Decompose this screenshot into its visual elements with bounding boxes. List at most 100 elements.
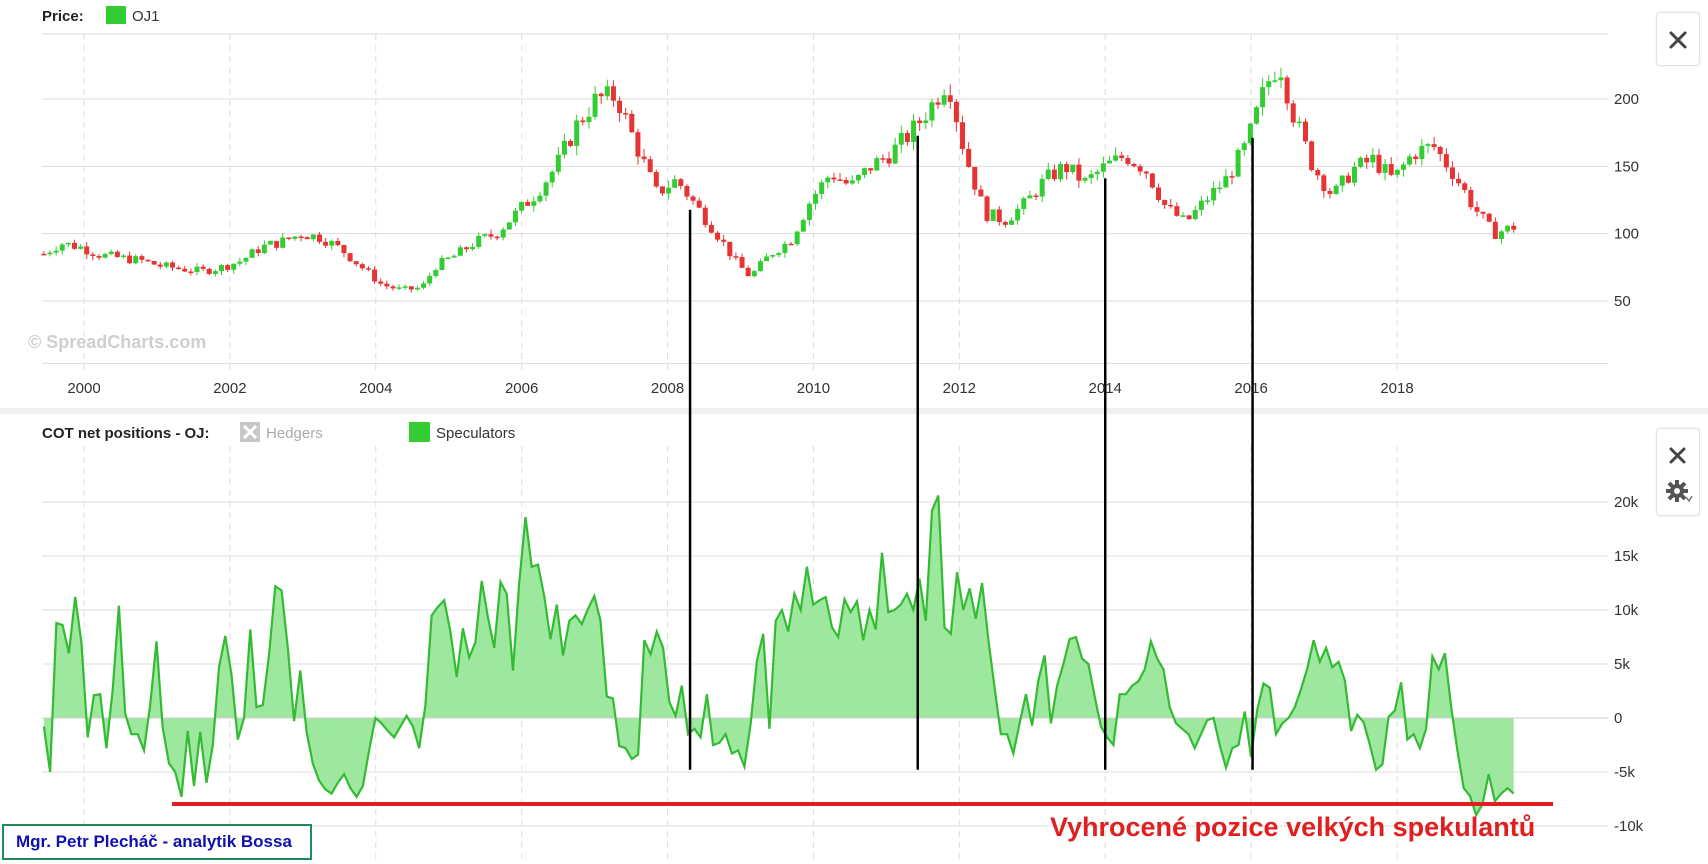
cot-y-tick-label: 15k xyxy=(1614,548,1639,565)
candle-body xyxy=(1351,166,1357,183)
candle-body xyxy=(298,236,304,239)
x-tick-label: 2016 xyxy=(1234,380,1267,397)
candle-body xyxy=(286,237,292,240)
x-tick-label: 2014 xyxy=(1089,380,1122,397)
candle-body xyxy=(1419,145,1425,160)
price-controls xyxy=(1656,12,1700,66)
price-x-axis: 2000 2002 2004 2006 2008 2010 2012 2014 2016 2018 xyxy=(67,380,1413,397)
candle-body xyxy=(568,140,574,146)
candle-body xyxy=(1364,157,1370,163)
candle-body xyxy=(274,241,280,248)
candle-body xyxy=(1431,144,1437,148)
oj1-legend-swatch[interactable] xyxy=(106,6,126,24)
candle-body xyxy=(267,241,273,245)
candle-body xyxy=(941,95,947,105)
candle-body xyxy=(194,266,200,273)
candle-body xyxy=(212,271,218,274)
candle-body xyxy=(598,93,604,97)
candle-body xyxy=(1125,158,1131,164)
candle-body xyxy=(1302,121,1308,142)
speculators-legend-label[interactable]: Speculators xyxy=(436,425,515,442)
candle-body xyxy=(1425,144,1431,146)
candle-body xyxy=(176,267,182,270)
price-panel-label: Price: xyxy=(42,8,84,25)
candle-body xyxy=(996,209,1002,223)
candle-body xyxy=(1492,221,1498,239)
candle-body xyxy=(1168,204,1174,207)
candle-body xyxy=(690,196,696,201)
hedgers-legend-swatch[interactable] xyxy=(240,422,260,442)
candle-body xyxy=(953,101,959,123)
candle-body xyxy=(1253,107,1259,124)
candle-body xyxy=(127,255,133,264)
candle-body xyxy=(715,232,721,240)
candle-body xyxy=(1211,188,1217,201)
candle-body xyxy=(984,196,990,221)
candle-body xyxy=(708,224,714,233)
candle-body xyxy=(1131,163,1137,167)
price-y-axis: 50 100 150 200 xyxy=(1614,91,1639,310)
turning-point-markers xyxy=(688,135,1254,770)
candle-body xyxy=(1088,174,1094,179)
candle-body xyxy=(59,244,65,251)
candle-body xyxy=(531,201,537,206)
candle-body xyxy=(323,241,329,246)
candle-body xyxy=(476,235,482,247)
candle-body xyxy=(966,148,972,167)
candle-body xyxy=(978,189,984,197)
candle-body xyxy=(47,252,53,255)
candle-body xyxy=(659,186,665,194)
candle-body xyxy=(1027,195,1033,199)
candle-body xyxy=(506,222,512,230)
x-tick-label: 2012 xyxy=(943,380,976,397)
speculators-legend-swatch[interactable] xyxy=(409,422,430,442)
candle-body xyxy=(1511,225,1517,230)
candle-body xyxy=(1498,231,1504,239)
candle-body xyxy=(457,247,463,256)
candle-body xyxy=(629,113,635,133)
candle-body xyxy=(1486,213,1492,222)
candle-body xyxy=(935,102,941,105)
candle-body xyxy=(347,253,353,262)
candle-body xyxy=(892,144,898,164)
candle-body xyxy=(788,243,794,246)
candle-body xyxy=(1070,164,1076,173)
candle-body xyxy=(874,158,880,171)
hedgers-legend-label[interactable]: Hedgers xyxy=(266,425,323,442)
candle-body xyxy=(641,156,647,160)
candle-body xyxy=(947,95,953,102)
candle-body xyxy=(488,234,494,237)
candle-body xyxy=(1217,187,1223,190)
candle-body xyxy=(972,166,978,190)
candle-body xyxy=(745,267,751,277)
candle-body xyxy=(463,247,469,250)
candle-body xyxy=(525,202,531,206)
candle-body xyxy=(1174,206,1180,216)
candle-body xyxy=(1474,207,1480,212)
candle-body xyxy=(764,256,770,262)
close-icon[interactable] xyxy=(1669,447,1686,464)
x-tick-label: 2010 xyxy=(797,380,830,397)
candle-body xyxy=(1345,175,1351,183)
candle-body xyxy=(482,234,488,236)
cot-panel-label: COT net positions - OJ: xyxy=(42,425,210,442)
candle-body xyxy=(200,266,206,269)
candle-body xyxy=(512,210,518,223)
candle-body xyxy=(1229,176,1235,178)
gear-icon[interactable] xyxy=(1666,480,1693,503)
candle-body xyxy=(243,257,249,262)
candle-body xyxy=(500,229,506,238)
candle-body xyxy=(1309,141,1315,171)
candle-body xyxy=(53,250,59,253)
oj1-legend-label[interactable]: OJ1 xyxy=(132,8,160,25)
candle-body xyxy=(120,255,126,258)
candle-body xyxy=(849,180,855,184)
candle-body xyxy=(1107,160,1113,164)
candle-body xyxy=(837,179,843,181)
candle-body xyxy=(1039,178,1045,197)
candle-body xyxy=(1137,166,1143,172)
candle-body xyxy=(102,254,108,258)
candle-body xyxy=(1260,87,1266,108)
candle-body xyxy=(96,255,102,258)
close-icon[interactable] xyxy=(1657,13,1699,65)
